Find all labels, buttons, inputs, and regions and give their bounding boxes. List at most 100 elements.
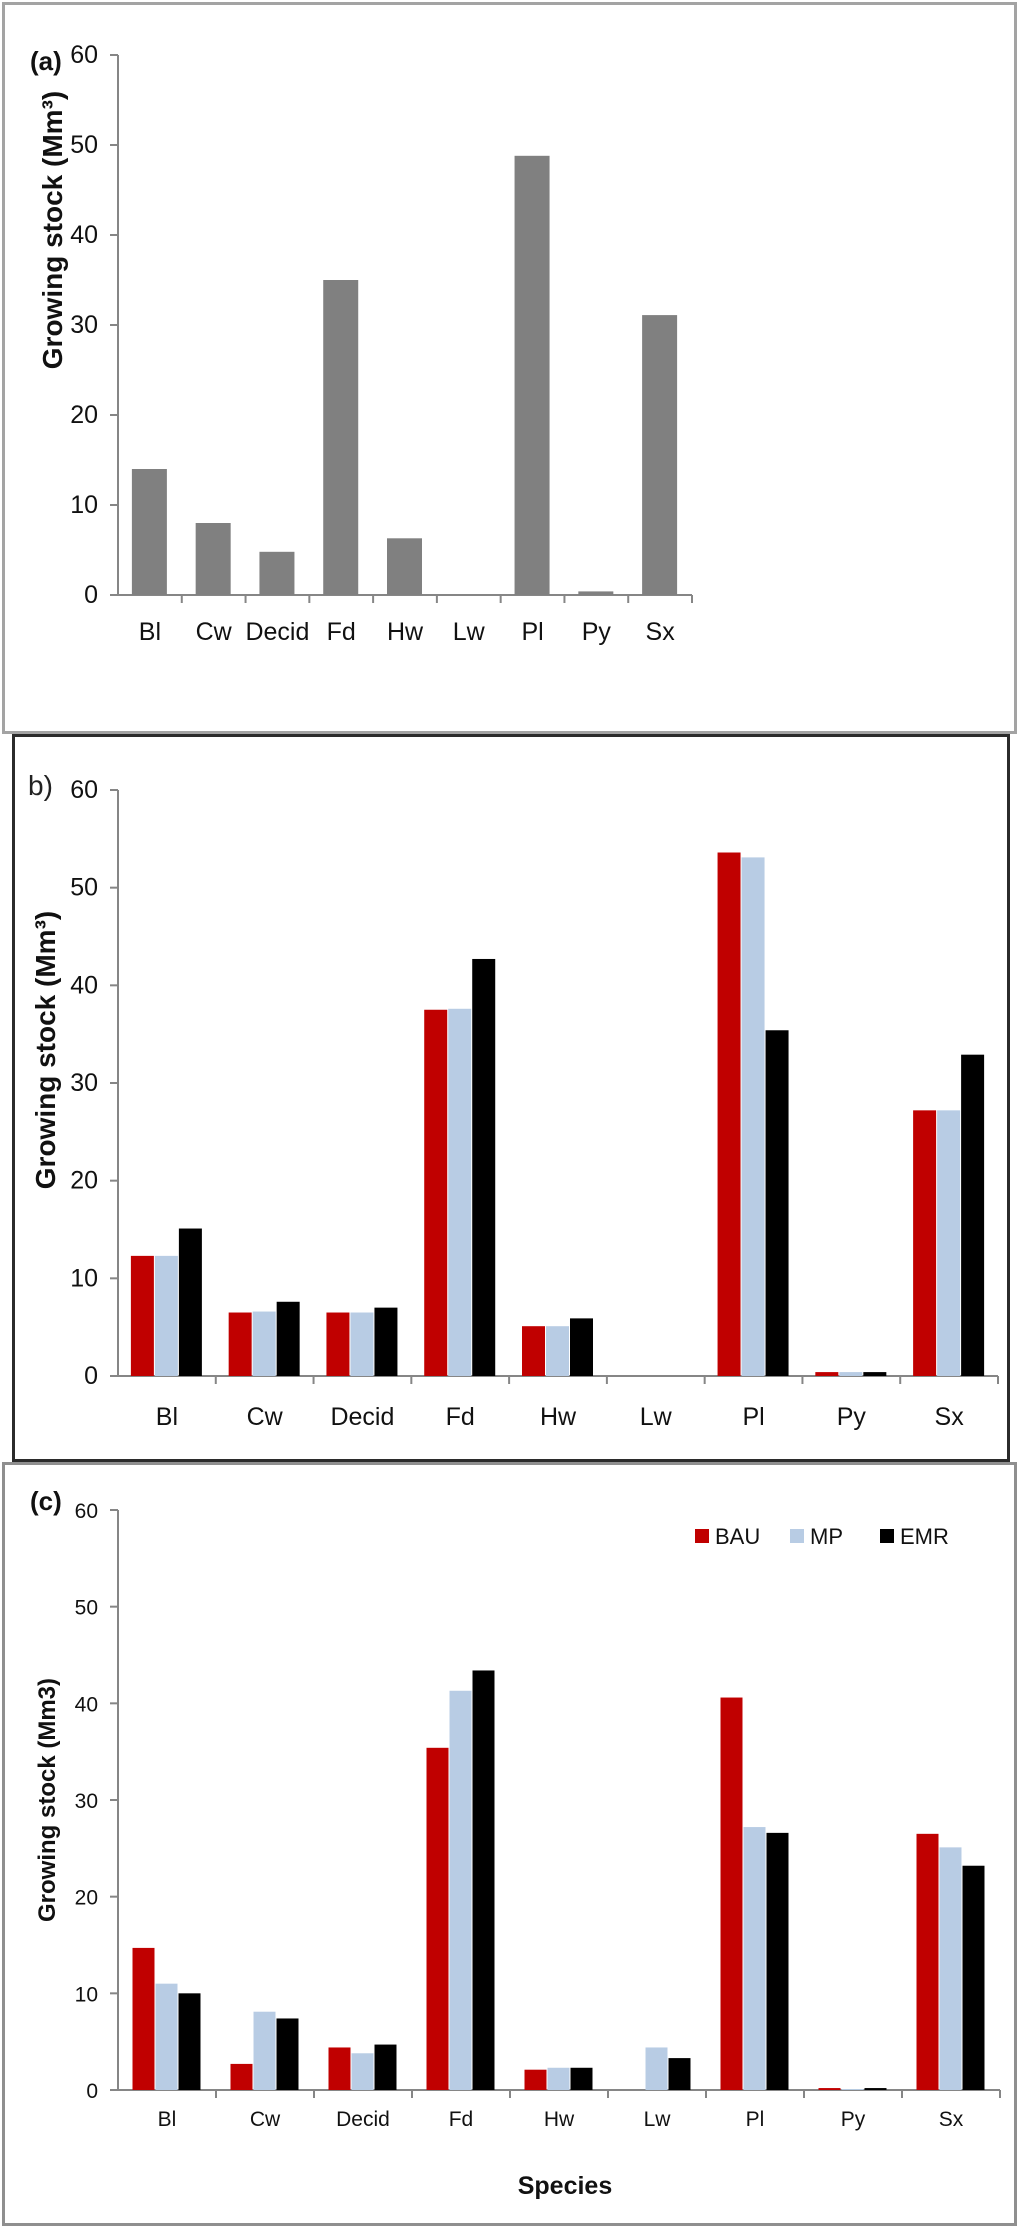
bar-emr-sx <box>961 1054 985 1376</box>
legend-swatch-mp <box>790 1529 804 1543</box>
bar-emr-py <box>864 2088 887 2090</box>
y-tick-label: 60 <box>75 1500 98 1523</box>
x-tick-label: Sx <box>939 2108 964 2131</box>
bar-bau-hw <box>522 1326 545 1376</box>
bar-emr-sx <box>962 1865 985 2090</box>
bar-emr-lw <box>668 2058 691 2090</box>
y-tick-label: 10 <box>70 1264 98 1292</box>
x-tick-label: Lw <box>644 2108 672 2131</box>
y-tick-label: 40 <box>70 971 98 999</box>
bar-sx <box>642 315 678 595</box>
bar-bau-fd <box>424 1009 448 1376</box>
chart-panel-b <box>12 734 1010 1462</box>
legend-label-bau: BAU <box>715 1524 760 1549</box>
x-tick-label: Pl <box>742 1403 764 1431</box>
bar-bau-decid <box>326 1312 350 1376</box>
y-tick-label: 60 <box>70 41 98 69</box>
x-tick-label: Cw <box>250 2108 281 2131</box>
y-tick-label: 10 <box>75 1983 98 2006</box>
bar-mp-decid <box>350 1312 374 1376</box>
chart-panel-a <box>2 2 1017 734</box>
bar-bau-cw <box>228 1312 252 1376</box>
x-tick-label: Lw <box>453 618 486 646</box>
x-tick-label: Lw <box>640 1403 673 1431</box>
bar-bau-pl <box>717 852 741 1376</box>
panel-c-x-axis-label: Species <box>518 2172 613 2200</box>
y-tick-label: 0 <box>86 2080 98 2103</box>
bar-emr-bl <box>178 1228 202 1376</box>
x-tick-label: Pl <box>746 2108 765 2131</box>
bar-mp-py <box>841 2089 864 2090</box>
panel-c-legend: BAU MP EMR <box>695 1524 949 1549</box>
bar-bau-cw <box>230 2063 253 2090</box>
x-tick-label: Hw <box>544 2108 575 2131</box>
bar-fd <box>323 280 359 595</box>
bar-bau-hw <box>524 2069 547 2090</box>
bar-bau-decid <box>328 2047 351 2090</box>
panel-a-y-axis-label: Growing stock (Mm³) <box>37 91 68 369</box>
panel-b-label: b) <box>28 770 53 801</box>
legend-swatch-emr <box>880 1529 894 1543</box>
x-tick-label: Cw <box>247 1403 284 1431</box>
bar-emr-cw <box>276 2018 299 2090</box>
bar-mp-pl <box>743 1827 766 2090</box>
x-tick-label: Py <box>837 1403 867 1431</box>
y-tick-label: 60 <box>70 776 98 804</box>
bar-mp-lw <box>645 2047 668 2090</box>
y-tick-label: 10 <box>70 491 98 519</box>
y-tick-label: 50 <box>70 874 98 902</box>
bar-emr-fd <box>472 1670 495 2090</box>
bar-emr-pl <box>765 1030 789 1376</box>
x-tick-label: Decid <box>336 2108 390 2131</box>
bar-mp-decid <box>351 2053 374 2090</box>
panel-c-label: (c) <box>30 1486 62 1516</box>
bar-cw <box>195 523 231 595</box>
bar-emr-bl <box>178 1993 201 2090</box>
bar-emr-cw <box>276 1301 300 1376</box>
bar-mp-fd <box>448 1008 472 1376</box>
x-tick-label: Fd <box>449 2108 474 2131</box>
y-tick-label: 0 <box>84 581 98 609</box>
y-tick-label: 30 <box>75 1790 98 1813</box>
bar-emr-hw <box>570 2067 593 2090</box>
chart-c: 0 10 20 30 40 50 60 Bl Cw Decid Fd Hw Lw Pl Py Sx <box>75 1500 1001 2131</box>
bar-mp-cw <box>252 1311 276 1376</box>
x-tick-label: Fd <box>327 618 356 646</box>
bar-bau-bl <box>130 1255 154 1376</box>
x-tick-label: Cw <box>196 618 233 646</box>
bar-mp-bl <box>154 1255 178 1376</box>
y-tick-label: 30 <box>70 1069 98 1097</box>
x-tick-label: Sx <box>646 618 676 646</box>
y-tick-label: 20 <box>75 1887 98 1910</box>
panel-b-y-axis-label: Growing stock (Mm³) <box>30 911 61 1189</box>
bar-bau-py <box>818 2088 841 2090</box>
chart-panel-c <box>2 1462 1017 2226</box>
bar-pl <box>514 155 550 596</box>
y-tick-label: 30 <box>70 311 98 339</box>
y-tick-label: 40 <box>75 1693 98 1716</box>
bar-py <box>578 591 614 595</box>
legend-swatch-bau <box>695 1529 709 1543</box>
panel-a-label: (a) <box>30 46 62 76</box>
bar-mp-pl <box>741 857 765 1376</box>
bar-bau-fd <box>426 1747 449 2090</box>
y-tick-label: 40 <box>70 221 98 249</box>
chart-b: 0 10 20 30 40 50 60 Bl Cw Decid Fd Hw Lw Pl Py Sx <box>70 776 999 1431</box>
bar-bau-pl <box>720 1697 743 2090</box>
bar-mp-py <box>839 1372 863 1376</box>
legend-label-mp: MP <box>810 1524 843 1549</box>
bar-mp-cw <box>253 2011 276 2090</box>
bar-emr-hw <box>570 1318 593 1376</box>
x-tick-label: Bl <box>156 1403 178 1431</box>
bar-emr-pl <box>766 1832 789 2090</box>
bar-mp-fd <box>449 1690 472 2090</box>
x-tick-label: Decid <box>245 618 309 646</box>
x-tick-label: Hw <box>540 1403 577 1431</box>
x-tick-label: Bl <box>158 2108 177 2131</box>
y-tick-label: 50 <box>75 1597 98 1620</box>
x-tick-label: Hw <box>387 618 424 646</box>
bar-emr-fd <box>472 958 496 1376</box>
chart-a: 0 10 20 30 40 50 60 Bl Cw Decid Fd Hw Lw Pl Py Sx <box>70 41 693 646</box>
bar-bau-sx <box>913 1110 937 1376</box>
